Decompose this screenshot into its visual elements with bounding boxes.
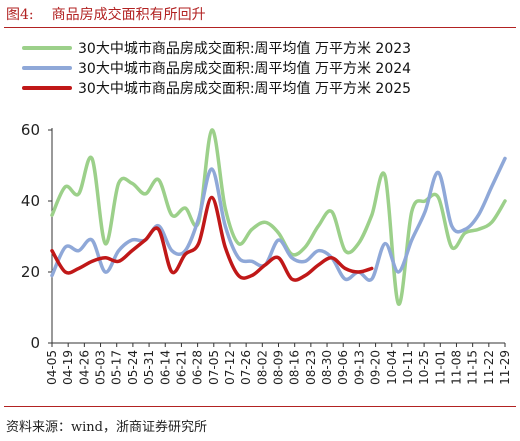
x-tick-label: 05-31 (142, 350, 156, 385)
x-tick-label: 10-25 (417, 350, 431, 385)
x-tick-label: 05-17 (110, 350, 124, 385)
x-tick-label: 11-01 (433, 350, 447, 385)
x-tick-label: 08-09 (272, 350, 286, 385)
x-tick-label: 07-05 (207, 350, 221, 385)
plot-area (50, 128, 507, 306)
x-tick-label: 08-30 (320, 350, 334, 385)
y-tick-label: 60 (21, 121, 40, 139)
axes: 0 20 40 60 04-05 04-19 04-26 05-03 05-17 05-24 05-… (21, 121, 512, 385)
x-tick-label: 10-04 (385, 350, 399, 385)
x-tick-label: 05-24 (126, 350, 140, 385)
x-tick-label: 08-16 (288, 350, 302, 385)
x-tick-label: 08-02 (255, 350, 269, 385)
y-tick-label: 20 (21, 263, 40, 281)
x-tick-label: 06-21 (174, 350, 188, 385)
x-tick-label: 09-13 (352, 350, 366, 385)
x-tick-label: 06-14 (158, 350, 172, 385)
x-tick-label: 06-28 (191, 350, 205, 385)
legend-label-2: 30大中城市商品房成交面积:周平均值 万平方米 2024 (78, 60, 411, 77)
x-tick-label: 05-03 (94, 350, 108, 385)
x-tick-label: 04-05 (45, 350, 59, 385)
bottom-rule (4, 406, 516, 407)
top-rule (4, 27, 516, 28)
x-tick-label: 11-08 (449, 350, 463, 385)
x-tick-label: 04-26 (77, 350, 91, 385)
x-tick-label: 07-26 (239, 350, 253, 385)
x-tick-label: 11-15 (466, 350, 480, 385)
y-tick-label: 0 (30, 334, 40, 352)
x-tick-label: 11-29 (498, 350, 512, 385)
series-line-2 (50, 156, 507, 282)
figure-number: 图4: (6, 7, 34, 23)
series-line-1 (50, 128, 507, 306)
x-tick-label: 09-20 (369, 350, 383, 385)
source-note: 资料来源：wind，浙商证券研究所 (6, 420, 207, 435)
figure-title: 图4: 商品房成交面积有所回升 (6, 4, 206, 24)
figure-title-text: 商品房成交面积有所回升 (51, 7, 206, 23)
y-tick-label: 40 (21, 192, 40, 210)
x-tick-label: 10-11 (401, 350, 415, 385)
x-tick-label: 04-19 (61, 350, 75, 385)
legend: 30大中城市商品房成交面积:周平均值 万平方米 2023 30大中城市商品房成交面… (22, 40, 411, 97)
x-tick-label: 07-12 (223, 350, 237, 385)
series-line-3 (50, 195, 374, 282)
x-tick-label: 11-22 (482, 350, 496, 385)
x-tick-label: 08-23 (304, 350, 318, 385)
x-tick-label: 09-06 (336, 350, 350, 385)
legend-label-3: 30大中城市商品房成交面积:周平均值 万平方米 2025 (78, 80, 411, 97)
legend-label-1: 30大中城市商品房成交面积:周平均值 万平方米 2023 (78, 40, 411, 57)
